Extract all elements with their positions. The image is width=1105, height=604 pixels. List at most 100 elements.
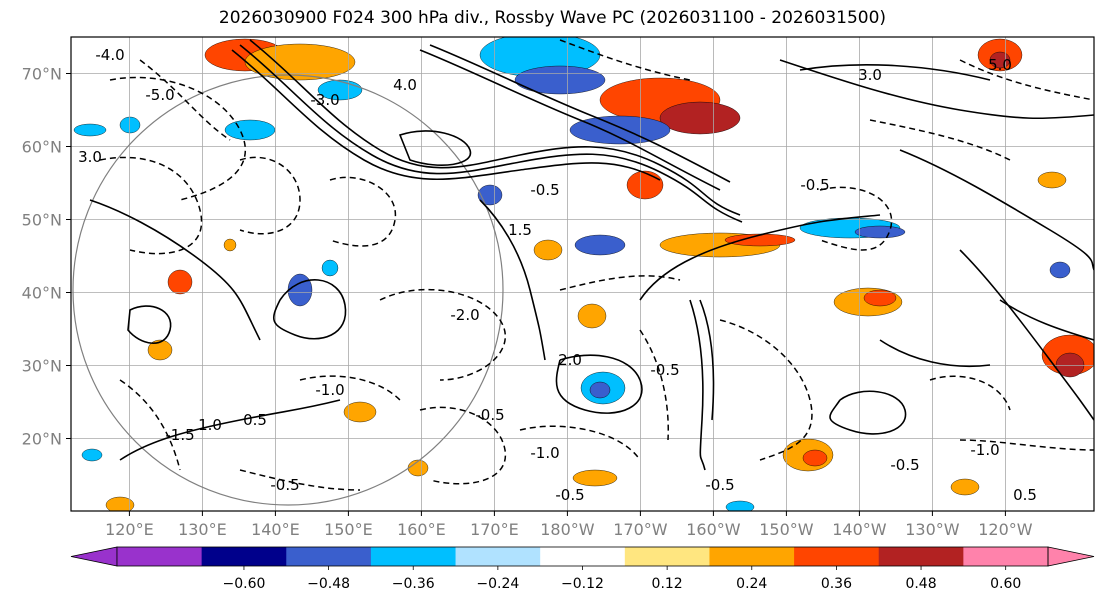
map-frame	[70, 36, 1095, 512]
div-patch	[81, 448, 103, 462]
colorbar-tick-label: −0.48	[307, 576, 350, 592]
div-patch	[321, 259, 339, 277]
negative-contour	[299, 375, 401, 401]
x-tick-label: 130°W	[905, 520, 960, 539]
div-patch	[147, 339, 173, 361]
negative-contour	[119, 379, 181, 471]
div-patch	[854, 225, 906, 239]
positive-contour	[119, 399, 341, 461]
contour-label: 5.0	[988, 56, 1012, 74]
y-tick-label: 70°N	[22, 65, 62, 84]
div-patch	[343, 401, 377, 423]
rossby-wave-circle	[72, 74, 504, 506]
rossby-wave-contours	[89, 39, 1094, 491]
negative-contour	[719, 319, 813, 461]
contour-label: -0.5	[475, 406, 504, 424]
negative-contour	[99, 156, 203, 255]
colorbar-swatch	[794, 547, 880, 566]
div-patch	[577, 303, 607, 329]
x-tick-label: 140°E	[251, 520, 300, 539]
div-patch	[407, 459, 429, 477]
colorbar-swatch	[117, 547, 203, 566]
contour-labels: -5.0 -3.0 0.5 -1.0 1.0 4.0 5.0 -0.5 -0.5 -0.5 -0.5…	[78, 46, 1037, 504]
positive-contour	[829, 390, 907, 435]
x-tick-label: 120°W	[978, 520, 1033, 539]
negative-contour	[329, 176, 397, 247]
colorbar-tick-label: −0.36	[392, 576, 435, 592]
contour-label: -5.0	[145, 86, 174, 104]
div-patch	[724, 233, 796, 247]
div-patch	[1037, 171, 1067, 189]
colorbar-tick-label: 0.36	[821, 576, 852, 592]
colorbar-swatch	[455, 547, 541, 566]
x-tick-label: 170°W	[613, 520, 668, 539]
contour-label: -0.5	[705, 476, 734, 494]
positive-contour	[999, 299, 1094, 341]
negative-contour	[239, 156, 301, 235]
x-tick-label: 150°W	[759, 520, 814, 539]
colorbar-tick-label: −0.24	[476, 576, 519, 592]
positive-contour	[699, 299, 715, 421]
div-patch	[626, 170, 664, 200]
contour-label: 0.5	[1013, 486, 1037, 504]
negative-contour	[819, 186, 893, 251]
divergence-fill-layer	[73, 37, 1094, 511]
positive-contour	[127, 305, 172, 344]
x-tick-label: 120°E	[105, 520, 154, 539]
y-tick-label: 30°N	[22, 357, 62, 376]
positive-contour	[879, 339, 991, 368]
colorbar-tick-label: 0.24	[736, 576, 767, 592]
colorbar-swatch	[540, 547, 626, 566]
contour-label: -0.5	[890, 456, 919, 474]
colorbar-swatch	[286, 547, 372, 566]
negative-contour	[929, 375, 1011, 411]
div-patch	[224, 119, 276, 141]
colorbar-tick-label: 0.12	[652, 576, 683, 592]
contour-label: 4.0	[393, 76, 417, 94]
colorbar-extend-low	[70, 546, 118, 567]
negative-contour	[639, 329, 669, 441]
colorbar-swatch	[709, 547, 795, 566]
y-tick-label: 60°N	[22, 138, 62, 157]
graticule	[71, 37, 1094, 511]
contour-label: 0.5	[243, 411, 267, 429]
colorbar-extend-high	[1047, 546, 1095, 567]
x-tick-label: 140°W	[832, 520, 887, 539]
contour-label: -0.5	[800, 176, 829, 194]
x-tick-label: 150°E	[324, 520, 373, 539]
chart-title: 2026030900 F024 300 hPa div., Rossby Wav…	[218, 8, 887, 28]
div-patch	[802, 449, 828, 467]
x-tick-label: 180°W	[540, 520, 595, 539]
contour-label: -0.5	[270, 476, 299, 494]
contour-label: 2.0	[558, 351, 582, 369]
colorbar-tick-label: −0.12	[561, 576, 604, 592]
contour-label: -3.0	[310, 91, 339, 109]
div-patch	[477, 184, 503, 206]
positive-contour	[479, 199, 546, 361]
positive-contour	[231, 49, 661, 181]
div-patch	[533, 239, 563, 261]
positive-contour	[398, 130, 472, 166]
div-patch	[950, 478, 980, 496]
colorbar-swatch	[963, 547, 1049, 566]
div-patch	[514, 65, 606, 95]
div-patch	[572, 469, 618, 487]
positive-contour	[689, 299, 706, 471]
negative-contour	[519, 425, 641, 461]
latitude-axis: 70°N 60°N 50°N 40°N 30°N 20°N	[22, 65, 71, 449]
div-patch	[223, 238, 237, 252]
contour-label: 3.0	[78, 148, 102, 166]
region-circle	[72, 74, 504, 506]
div-patch	[105, 496, 135, 511]
colorbar-swatch	[624, 547, 710, 566]
x-tick-label: 160°E	[397, 520, 446, 539]
colorbar-tick-label: −0.60	[223, 576, 266, 592]
div-patch	[863, 289, 897, 307]
div-patch	[574, 234, 626, 256]
y-tick-label: 40°N	[22, 284, 62, 303]
positive-contour	[429, 44, 731, 183]
negative-contour	[139, 59, 231, 141]
x-tick-label: 130°E	[178, 520, 227, 539]
positive-contour	[89, 199, 261, 341]
